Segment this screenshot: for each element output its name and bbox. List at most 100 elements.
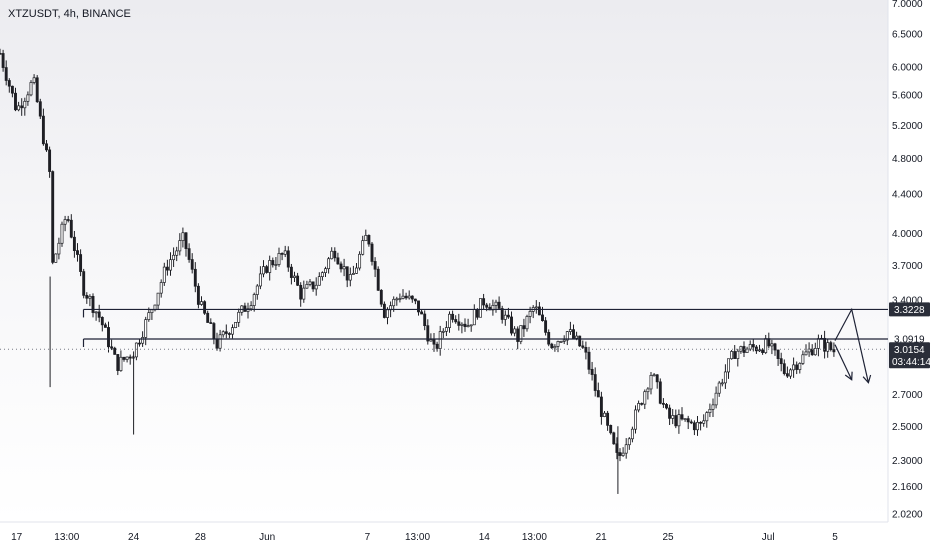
candle-up <box>181 232 185 241</box>
candle-down <box>457 321 461 326</box>
projection-arrow-arrowhead <box>862 374 872 384</box>
candle-down <box>618 452 622 456</box>
candle-down <box>417 300 420 313</box>
candle-down <box>423 313 427 327</box>
price-axis[interactable]: 7.0000 6.5000 6.0000 5.6000 5.2000 4.8000 4.40… <box>892 0 923 520</box>
candle-up <box>494 301 498 306</box>
candle-down <box>668 407 672 419</box>
candle-down <box>404 295 408 299</box>
candle-down <box>14 92 17 111</box>
candle-down <box>72 236 76 251</box>
candle-up <box>125 356 129 360</box>
candle-up <box>218 334 222 349</box>
candle-up <box>519 325 523 342</box>
candle-down <box>100 316 104 326</box>
candle-down <box>665 404 668 409</box>
plot-area[interactable] <box>0 0 888 522</box>
price-tick-label: 2.5000 <box>892 422 923 433</box>
last-price-label: 3.0154 <box>894 345 925 356</box>
candle-up <box>696 421 699 431</box>
candle-down <box>782 363 786 374</box>
candle-up <box>798 363 802 370</box>
time-tick-label: 17 <box>11 532 23 543</box>
candle-up <box>407 295 411 299</box>
candle-up <box>429 339 433 342</box>
candle-up <box>262 266 265 275</box>
candle-down <box>590 368 594 375</box>
candle-up <box>534 306 538 309</box>
candle-down <box>451 313 455 320</box>
candle-up <box>627 438 631 446</box>
levels <box>0 308 888 350</box>
candle-up <box>448 313 451 328</box>
candle-down <box>339 263 343 270</box>
candle-down <box>410 295 414 300</box>
candle-up <box>386 309 389 318</box>
candle-down <box>280 253 284 255</box>
candle-up <box>637 403 641 411</box>
candle-down <box>435 343 439 349</box>
candle-up <box>553 346 557 349</box>
candle-down <box>299 284 303 300</box>
price-tick-label: 2.3000 <box>892 456 923 467</box>
price-tick-label: 2.7000 <box>892 390 923 401</box>
candle-down <box>500 308 504 320</box>
candle-up <box>677 414 681 427</box>
candle-down <box>485 304 489 308</box>
candle-up <box>559 340 563 343</box>
candle-up <box>258 273 262 287</box>
candle-up <box>630 428 634 440</box>
candle-down <box>547 332 551 345</box>
candle-down <box>655 374 659 383</box>
candle-up <box>302 287 306 300</box>
candle-down <box>692 422 696 431</box>
candle-down <box>76 250 79 255</box>
candle-down <box>196 285 200 305</box>
projections <box>834 307 872 384</box>
candle-up <box>748 344 752 350</box>
candle-up <box>705 412 709 422</box>
time-tick-label: 5 <box>832 532 838 543</box>
candle-down <box>584 347 588 353</box>
candle-up <box>727 358 730 373</box>
candle-down <box>699 421 703 424</box>
projection-arrow-alt[interactable] <box>834 344 853 380</box>
candle-up <box>568 329 572 332</box>
candle-up <box>134 342 138 358</box>
candle-up <box>736 350 740 359</box>
candle-up <box>119 356 123 371</box>
time-axis[interactable]: 17 13:00 24 28 Jun 7 13:00 14 13:00 21 25 Jul 5 <box>11 532 838 543</box>
candle-down <box>41 115 45 145</box>
candle-up <box>466 325 470 328</box>
projection-arrow[interactable] <box>834 307 869 383</box>
candle-down <box>69 219 73 238</box>
candle-up <box>789 369 792 377</box>
candle-down <box>128 356 132 359</box>
candle-down <box>85 295 89 299</box>
price-tick-label: 6.5000 <box>892 29 923 40</box>
time-tick-label: 25 <box>662 532 674 543</box>
candle-down <box>382 303 386 318</box>
candle-down <box>829 342 833 350</box>
candle-down <box>379 289 383 305</box>
candle-down <box>103 324 107 328</box>
candle-down <box>0 52 2 55</box>
candle-up <box>717 382 721 394</box>
candle-down <box>296 275 300 286</box>
candle-down <box>761 349 765 353</box>
candle-down <box>7 80 11 87</box>
candle-down <box>432 339 436 345</box>
candle-down <box>454 319 458 323</box>
candle-up <box>575 335 579 339</box>
candle-up <box>175 250 179 256</box>
candle-down <box>544 320 548 333</box>
time-tick-label: 21 <box>596 532 608 543</box>
candle-down <box>785 373 789 377</box>
candle-down <box>184 232 188 249</box>
price-tick-label: 7.0000 <box>892 0 923 10</box>
price-tick-label: 4.0000 <box>892 229 923 240</box>
candle-down <box>541 314 544 322</box>
candle-down <box>345 266 349 281</box>
candle-down <box>209 322 213 324</box>
